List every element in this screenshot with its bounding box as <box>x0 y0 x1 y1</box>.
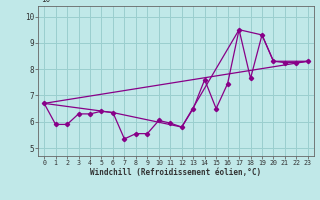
Text: 10: 10 <box>41 0 51 4</box>
X-axis label: Windchill (Refroidissement éolien,°C): Windchill (Refroidissement éolien,°C) <box>91 168 261 177</box>
